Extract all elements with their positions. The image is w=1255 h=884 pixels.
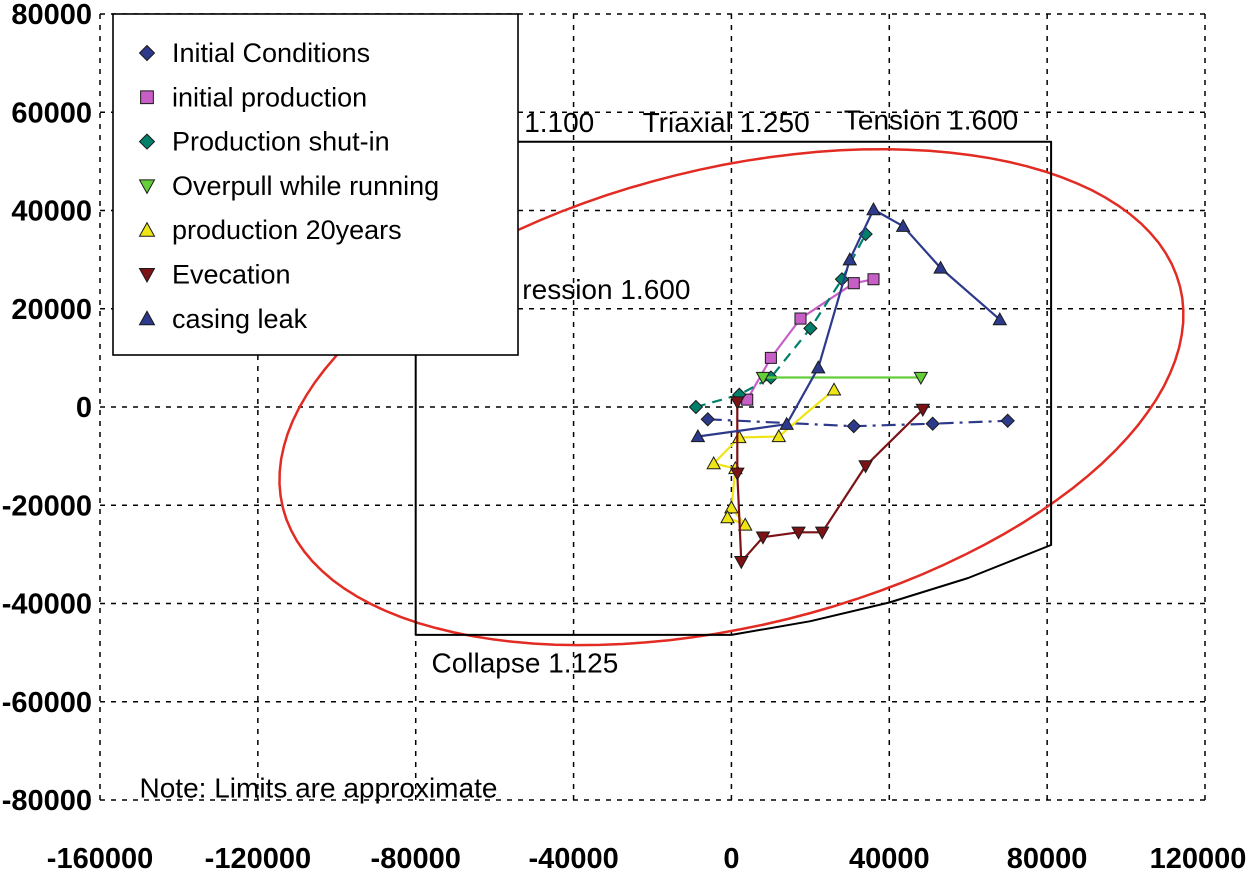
series-marker-evecation xyxy=(858,460,873,474)
series-marker-production-shut-in xyxy=(688,399,704,415)
series-marker-initial-conditions xyxy=(846,418,861,434)
series-marker-evecation xyxy=(814,526,830,540)
legend-item-initial-production: initial production xyxy=(140,82,367,112)
series-marker-casing-leak xyxy=(810,360,826,374)
legend-marker-initial-conditions xyxy=(138,44,156,62)
series-marker-casing-leak xyxy=(933,260,948,274)
series-marker-evecation xyxy=(729,396,745,410)
legend-item-casing-leak: casing leak xyxy=(138,304,308,334)
x-tick-label: -40000 xyxy=(528,843,618,875)
y-tick-label: -40000 xyxy=(2,589,92,621)
series-marker-overpull-while-running xyxy=(755,371,771,386)
series-marker-evecation xyxy=(733,556,749,570)
annotation-note: Note: Limits are approximate xyxy=(140,773,498,804)
x-tick-label: -120000 xyxy=(205,843,311,875)
series-marker-production-20years xyxy=(771,428,787,443)
legend-marker-production-shut-in xyxy=(138,133,156,150)
y-tick-label: -20000 xyxy=(2,490,92,522)
annotation-label-triaxial: Triaxial 1.250 xyxy=(643,107,810,138)
series-line-casing-leak xyxy=(697,208,1001,438)
series-marker-initial-conditions xyxy=(1000,413,1015,428)
y-tick-label: 20000 xyxy=(11,294,92,326)
x-tick-label: 40000 xyxy=(849,843,930,875)
series-marker-evecation xyxy=(729,467,745,481)
legend-label-overpull-while-running: Overpull while running xyxy=(172,171,439,201)
series-marker-evecation xyxy=(755,531,771,545)
legend-label-initial-production: initial production xyxy=(172,82,367,112)
y-tick-label: 80000 xyxy=(11,0,92,31)
annotation-label-1100: 1.100 xyxy=(524,107,594,138)
series-marker-initial-production xyxy=(847,277,860,290)
triaxial-ellipse xyxy=(278,147,1185,647)
series-marker-casing-leak xyxy=(992,312,1008,326)
series-marker-overpull-while-running xyxy=(913,371,929,386)
legend-label-initial-conditions: Initial Conditions xyxy=(172,38,370,68)
series-marker-evecation xyxy=(915,403,931,417)
legend-marker-evecation xyxy=(138,268,156,284)
annotation-label-compression: ression 1.600 xyxy=(522,274,690,305)
legend-marker-production-20years xyxy=(138,221,156,237)
y-tick-label: 40000 xyxy=(11,196,92,228)
series-marker-production-20years xyxy=(706,455,722,470)
series-marker-casing-leak xyxy=(842,252,858,266)
series-marker-casing-leak xyxy=(866,201,881,216)
series-marker-production-20years xyxy=(826,382,842,396)
series-line-initial-conditions xyxy=(707,418,1008,428)
series-marker-initial-production xyxy=(794,312,807,325)
series-marker-production-20years xyxy=(724,500,739,514)
series-marker-production-20years xyxy=(731,429,747,444)
legend-box xyxy=(112,13,519,356)
annotation-label-tension: Tension 1.600 xyxy=(844,105,1018,136)
series-marker-initial-conditions xyxy=(700,412,715,427)
legend-label-evecation: Evecation xyxy=(172,260,291,290)
legend-marker-casing-leak xyxy=(138,310,156,326)
legend-label-production-20years: production 20years xyxy=(172,215,402,245)
legend-item-overpull-while-running: Overpull while running xyxy=(138,171,439,201)
x-tick-label: -80000 xyxy=(371,843,461,875)
series-marker-initial-conditions xyxy=(925,416,940,431)
series-marker-production-20years xyxy=(720,510,735,524)
series-marker-production-20years xyxy=(737,517,753,531)
x-tick-label: -160000 xyxy=(47,843,153,875)
y-tick-label: -60000 xyxy=(2,687,92,719)
legend-item-production-20years: production 20years xyxy=(138,215,402,245)
x-tick-label: 0 xyxy=(723,843,739,875)
design-envelope xyxy=(414,140,1053,636)
legend-label-production-shut-in: Production shut-in xyxy=(172,127,390,157)
y-tick-label: 60000 xyxy=(11,97,92,129)
legend-marker-initial-production xyxy=(140,90,154,105)
series-marker-production-shut-in xyxy=(803,321,818,336)
legend-item-initial-conditions: Initial Conditions xyxy=(138,38,370,68)
series-marker-initial-production xyxy=(867,273,880,286)
series-marker-casing-leak xyxy=(690,428,706,443)
y-tick-label: -80000 xyxy=(2,785,92,817)
series-line-evecation xyxy=(736,402,924,563)
series-marker-initial-production xyxy=(764,351,777,364)
x-tick-label: 120000 xyxy=(1150,843,1247,875)
series-marker-evecation xyxy=(791,526,806,540)
legend-label-casing-leak: casing leak xyxy=(172,304,308,334)
annotation-label-collapse: Collapse 1.125 xyxy=(432,647,619,678)
x-tick-label: 80000 xyxy=(1007,843,1088,875)
legend-item-production-shut-in: Production shut-in xyxy=(138,127,390,157)
legend-item-evecation: Evecation xyxy=(138,260,291,290)
series-marker-casing-leak xyxy=(895,218,911,232)
legend-marker-overpull-while-running xyxy=(138,179,156,195)
series-marker-production-shut-in xyxy=(858,226,873,242)
y-tick-label: 0 xyxy=(76,392,92,424)
series-marker-casing-leak xyxy=(779,416,795,430)
